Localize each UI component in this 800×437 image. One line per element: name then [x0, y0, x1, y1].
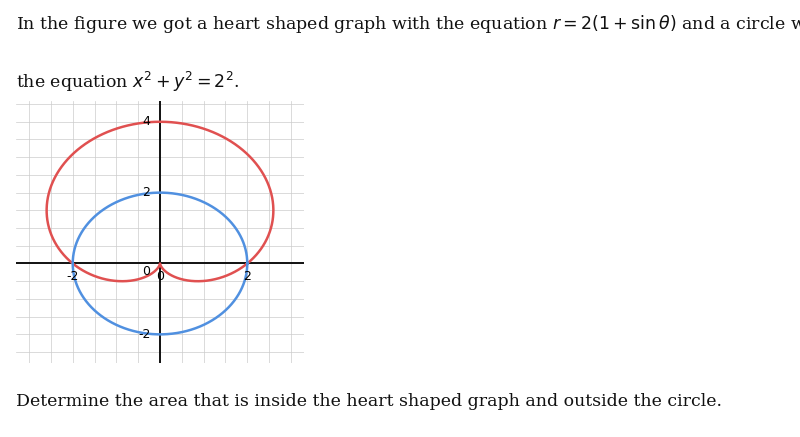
Text: 2: 2 [142, 186, 150, 199]
Text: the equation $x^2 + y^2 = 2^2$.: the equation $x^2 + y^2 = 2^2$. [16, 70, 239, 94]
Text: 2: 2 [243, 270, 251, 283]
Text: 4: 4 [142, 115, 150, 128]
Text: -2: -2 [66, 270, 79, 283]
Text: In the figure we got a heart shaped graph with the equation $r = 2(1 + \sin\thet: In the figure we got a heart shaped grap… [16, 13, 800, 35]
Text: Determine the area that is inside the heart shaped graph and outside the circle.: Determine the area that is inside the he… [16, 393, 722, 410]
Text: 0: 0 [142, 265, 150, 278]
Text: -2: -2 [138, 328, 150, 341]
Text: 0: 0 [156, 270, 164, 283]
